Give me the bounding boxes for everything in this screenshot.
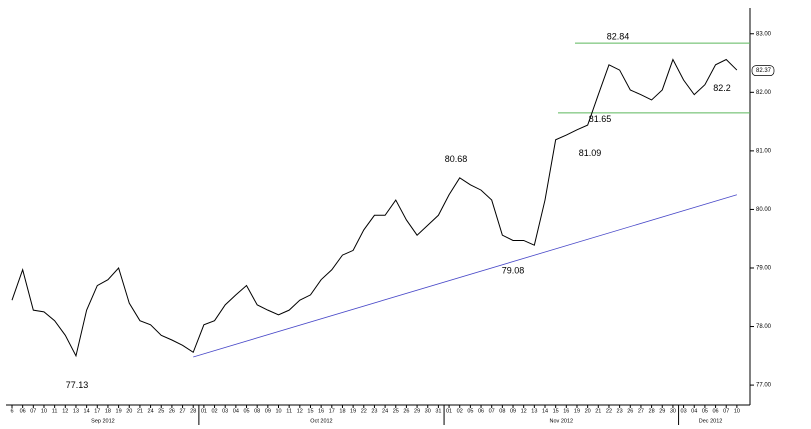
annotation: 82.2 — [713, 83, 731, 93]
x-tick-label: 19 — [350, 408, 356, 414]
x-tick-label: 14 — [542, 408, 548, 414]
x-tick-label: 16 — [318, 408, 324, 414]
x-tick-label: 11 — [52, 408, 58, 414]
x-tick-label: 12 — [297, 408, 303, 414]
x-tick-label: 24 — [382, 408, 388, 414]
x-tick-label: 24 — [148, 408, 154, 414]
x-tick-label: 16 — [563, 408, 569, 414]
y-tick-label: 82.00 — [756, 90, 772, 96]
x-tick-label: 03 — [681, 408, 687, 414]
x-tick-label: 08 — [254, 408, 260, 414]
x-tick-label: 26 — [403, 408, 409, 414]
x-tick-label: 06 — [20, 408, 26, 414]
x-tick-label: 07 — [723, 408, 729, 414]
x-tick-label: 15 — [553, 408, 559, 414]
annotation: 77.13 — [66, 380, 89, 390]
y-tick-label: 77.00 — [756, 383, 772, 389]
x-tick-label: 19 — [116, 408, 122, 414]
x-tick-label: 21 — [595, 408, 601, 414]
x-tick-label: 22 — [361, 408, 367, 414]
y-tick-label: 78.00 — [756, 324, 772, 330]
x-tick-label: 10 — [41, 408, 47, 414]
x-tick-label: 28 — [190, 408, 196, 414]
x-tick-label: 13 — [73, 408, 79, 414]
x-tick-label: 30 — [670, 408, 676, 414]
x-tick-label: 6 — [10, 408, 13, 414]
y-tick-label: 79.00 — [756, 266, 772, 272]
x-tick-label: 07 — [30, 408, 36, 414]
x-tick-label: 26 — [627, 408, 633, 414]
y-tick-label: 80.00 — [756, 207, 772, 213]
x-tick-label: 01 — [201, 408, 207, 414]
x-tick-label: 21 — [137, 408, 143, 414]
x-tick-label: 10 — [734, 408, 740, 414]
x-tick-label: 23 — [617, 408, 623, 414]
annotation: 81.09 — [579, 148, 602, 158]
x-tick-label: 17 — [329, 408, 335, 414]
x-tick-label: 02 — [457, 408, 463, 414]
x-tick-label: 06 — [478, 408, 484, 414]
x-tick-label: 12 — [521, 408, 527, 414]
x-tick-label: 29 — [659, 408, 665, 414]
x-tick-label: 23 — [371, 408, 377, 414]
x-tick-label: 27 — [179, 408, 185, 414]
x-tick-label: 04 — [233, 408, 239, 414]
x-tick-label: 27 — [638, 408, 644, 414]
x-tick-label: 28 — [649, 408, 655, 414]
month-label: Sep 2012 — [91, 418, 115, 424]
x-tick-label: 06 — [712, 408, 718, 414]
x-tick-label: 04 — [691, 408, 697, 414]
x-tick-label: 08 — [499, 408, 505, 414]
x-tick-label: 12 — [62, 408, 68, 414]
x-tick-label: 20 — [126, 408, 132, 414]
x-tick-label: 17 — [94, 408, 100, 414]
level-label: 81.65 — [589, 114, 612, 124]
x-tick-label: 18 — [339, 408, 345, 414]
x-tick-label: 31 — [435, 408, 441, 414]
annotation: 80.68 — [445, 154, 468, 164]
x-tick-label: 18 — [105, 408, 111, 414]
x-tick-label: 22 — [606, 408, 612, 414]
x-tick-label: 19 — [574, 408, 580, 414]
x-tick-label: 07 — [489, 408, 495, 414]
x-tick-label: 09 — [265, 408, 271, 414]
x-tick-label: 02 — [211, 408, 217, 414]
annotation: 79.08 — [502, 266, 525, 276]
last-price-label: 82.37 — [756, 68, 772, 74]
y-tick-label: 83.00 — [756, 31, 772, 37]
month-label: Dec 2012 — [699, 418, 723, 424]
x-tick-label: 05 — [702, 408, 708, 414]
x-tick-label: 20 — [585, 408, 591, 414]
x-tick-label: 25 — [393, 408, 399, 414]
last-price-box — [751, 65, 775, 77]
x-tick-label: 09 — [510, 408, 516, 414]
x-tick-label: 03 — [222, 408, 228, 414]
x-tick-label: 14 — [84, 408, 90, 414]
trendline — [193, 194, 737, 358]
x-tick-label: 11 — [286, 408, 292, 414]
price-line — [11, 58, 738, 358]
x-tick-label: 13 — [531, 408, 537, 414]
x-tick-label: 25 — [158, 408, 164, 414]
x-tick-label: 10 — [275, 408, 281, 414]
y-tick-label: 81.00 — [756, 148, 772, 154]
x-tick-label: 01 — [446, 408, 452, 414]
x-tick-label: 05 — [467, 408, 473, 414]
month-label: Nov 2012 — [550, 418, 574, 424]
x-tick-label: 15 — [307, 408, 313, 414]
x-tick-label: 29 — [414, 408, 420, 414]
x-tick-label: 30 — [425, 408, 431, 414]
x-tick-label: 26 — [169, 408, 175, 414]
month-label: Oct 2012 — [310, 418, 332, 424]
x-tick-label: 05 — [243, 408, 249, 414]
level-label: 82.84 — [607, 32, 630, 42]
